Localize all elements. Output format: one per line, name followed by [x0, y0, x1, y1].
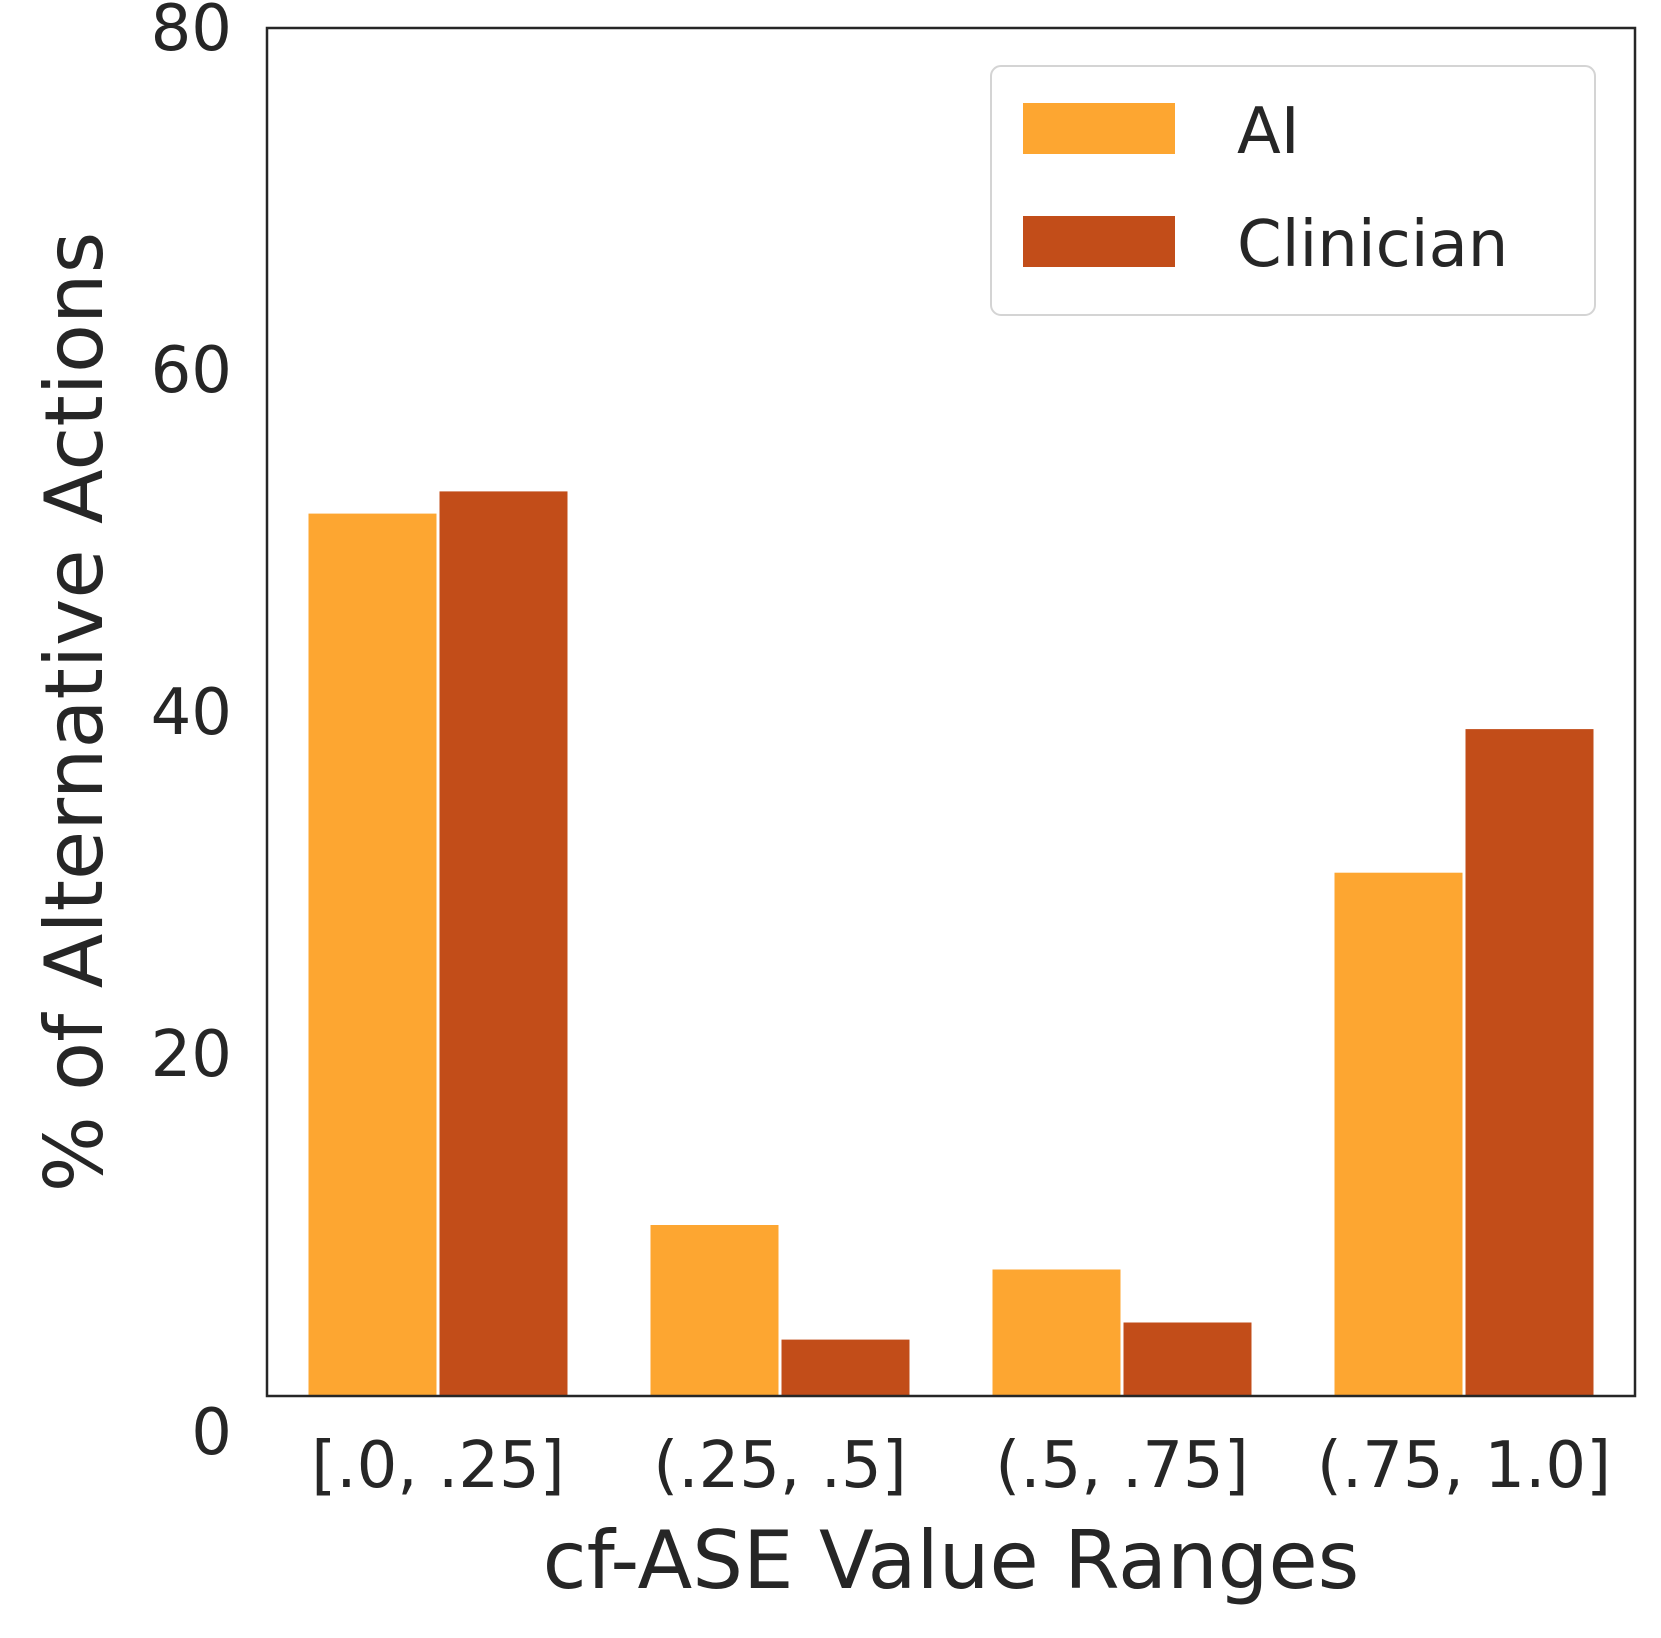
- x-tick-label: (.75, 1.0]: [1317, 1429, 1611, 1503]
- x-tick-label: (.25, .5]: [653, 1429, 906, 1503]
- x-tick-labels: [.0, .25] (.25, .5] (.5, .75] (.75, 1.0]: [311, 1429, 1611, 1503]
- y-tick-label: 40: [151, 676, 232, 750]
- plot-frame: [265, 26, 1637, 1398]
- x-tick-label: [.0, .25]: [311, 1429, 564, 1503]
- legend-label-clinician: Clinician: [1237, 208, 1508, 282]
- legend-label-ai: AI: [1237, 95, 1300, 169]
- bar-clinician-1: [781, 1339, 910, 1396]
- bar-clinician-2: [1123, 1322, 1252, 1396]
- y-tick-labels: 0 20 40 60 80: [151, 0, 232, 1470]
- y-tick-label: 80: [151, 0, 232, 66]
- y-axis-title: % of Alternative Actions: [28, 232, 121, 1193]
- bar-ai-3: [1334, 872, 1463, 1396]
- legend: AI Clinician: [990, 65, 1596, 316]
- bar-ai-2: [992, 1269, 1121, 1396]
- legend-swatch-ai: [1023, 103, 1175, 154]
- bars-layer: [308, 491, 1594, 1396]
- y-tick-label: 20: [151, 1018, 232, 1092]
- bar-clinician-0: [439, 491, 568, 1396]
- y-tick-label: 60: [151, 334, 232, 408]
- x-axis-title: cf-ASE Value Ranges: [543, 1514, 1360, 1607]
- y-tick-label: 0: [191, 1396, 232, 1470]
- bar-ai-1: [650, 1225, 779, 1396]
- bar-ai-0: [308, 513, 437, 1396]
- x-tick-label: (.5, .75]: [995, 1429, 1248, 1503]
- legend-swatch-clinician: [1023, 216, 1175, 267]
- bar-clinician-3: [1465, 729, 1594, 1396]
